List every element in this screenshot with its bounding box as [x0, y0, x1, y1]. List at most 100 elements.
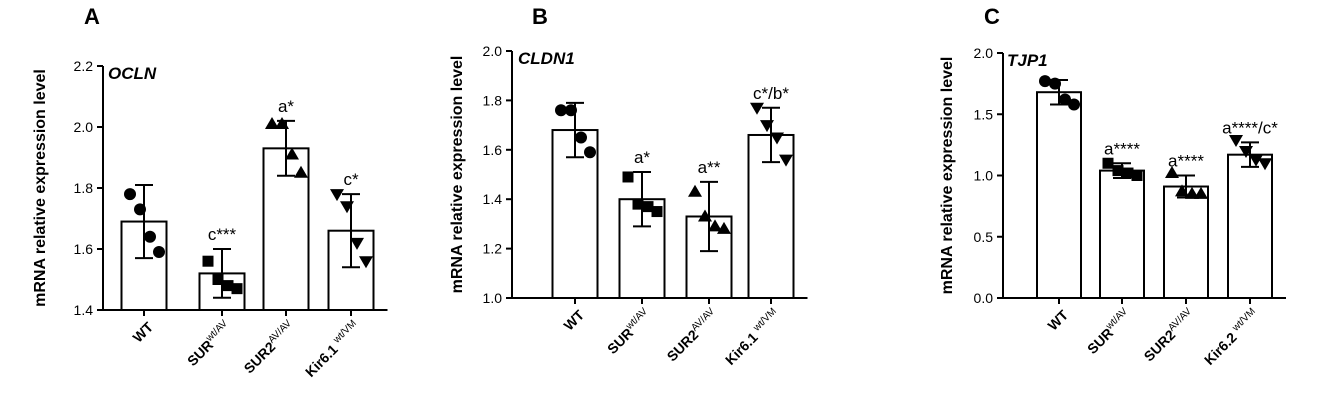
x-tick-label: SURwt/AV	[603, 306, 654, 357]
panel-letter: C	[984, 4, 1000, 29]
data-point	[231, 283, 243, 295]
significance-label: a**	[698, 158, 721, 177]
data-point	[294, 165, 308, 178]
data-point	[1112, 165, 1124, 177]
x-tick-label: Kir6.2 wt/VM	[1200, 306, 1262, 368]
x-tick-label: SUR2AV/AV	[240, 318, 298, 376]
data-point	[359, 256, 373, 269]
y-tick-label: 2.2	[74, 58, 94, 74]
y-tick-label: 1.6	[74, 241, 94, 257]
bar	[1036, 91, 1082, 299]
data-point	[1039, 75, 1051, 88]
y-axis-label: mRNA relative expression level	[939, 57, 956, 295]
significance-label: a*	[634, 148, 650, 167]
data-point	[1229, 134, 1243, 147]
data-point	[584, 146, 596, 159]
data-point	[750, 102, 764, 115]
data-point	[1131, 170, 1143, 181]
significance-label: a*	[278, 97, 294, 116]
data-point	[555, 104, 567, 117]
data-point	[1102, 157, 1114, 169]
panel-letter: B	[532, 4, 548, 29]
x-tick-label: WT	[560, 306, 587, 333]
gene-title: TJP1	[1007, 51, 1048, 70]
y-tick-label: 1.5	[974, 106, 994, 122]
y-tick-label: 2.0	[974, 45, 994, 61]
panel-cldn1: B CLDN1 mRNA relative expression level 1.0 1…	[449, 4, 808, 368]
data-point	[275, 116, 289, 129]
significance-label: a****	[1104, 139, 1140, 158]
data-point	[651, 206, 663, 218]
data-point	[1258, 158, 1272, 171]
x-tick-label: SUR2AV/AV	[1140, 306, 1198, 364]
data-point	[134, 203, 146, 216]
significance-label: a****/c*	[1222, 118, 1278, 137]
data-point	[1049, 77, 1061, 90]
data-point	[1175, 184, 1189, 197]
significance-label: a****	[1168, 152, 1204, 171]
data-point	[265, 116, 279, 129]
gene-title: OCLN	[108, 64, 157, 83]
y-tick-label: 1.2	[483, 241, 503, 257]
bar	[1099, 169, 1145, 300]
data-point	[285, 147, 299, 160]
y-tick-label: 1.8	[74, 180, 94, 196]
data-point	[565, 104, 577, 117]
data-point	[1194, 186, 1208, 199]
y-tick-label: 2.0	[483, 43, 503, 59]
data-point	[698, 209, 712, 222]
significance-label: c***	[208, 225, 237, 244]
data-point	[1059, 93, 1071, 106]
bar	[1227, 153, 1273, 299]
y-tick-label: 2.0	[74, 119, 94, 135]
data-point	[340, 201, 354, 214]
data-point	[212, 274, 224, 285]
data-point	[1249, 154, 1263, 167]
gene-title: CLDN1	[518, 49, 575, 68]
x-tick-label: WT	[129, 318, 156, 345]
x-tick-label: Kir6.1 wt/VM	[721, 306, 783, 368]
y-tick-label: 1.6	[483, 142, 503, 158]
data-point	[222, 280, 234, 292]
data-point	[632, 198, 644, 210]
y-tick-label: 1.4	[74, 302, 94, 318]
x-tick-label: WT	[1044, 306, 1071, 333]
data-point	[1185, 186, 1199, 199]
y-tick-label: 1.0	[483, 290, 503, 306]
y-tick-label: 1.0	[974, 168, 994, 184]
x-tick-label: SURwt/AV	[183, 318, 234, 369]
data-point	[330, 189, 344, 202]
data-point	[760, 120, 774, 133]
significance-label: c*	[343, 170, 359, 189]
y-tick-label: 0.0	[974, 290, 994, 306]
y-tick-label: 0.5	[974, 229, 994, 245]
data-point	[202, 255, 214, 267]
data-point	[622, 171, 634, 183]
data-point	[1165, 166, 1179, 179]
y-tick-label: 1.8	[483, 92, 503, 108]
data-point	[770, 132, 784, 145]
data-point	[717, 221, 731, 234]
data-point	[688, 184, 702, 197]
data-point	[642, 201, 654, 213]
y-tick-label: 1.4	[483, 191, 503, 207]
bar	[327, 229, 375, 311]
data-point	[1122, 167, 1134, 179]
panel-ocln: A OCLN mRNA relative expression level 1.4 1.…	[32, 4, 388, 380]
y-axis-label: mRNA relative expression level	[32, 69, 49, 307]
data-point	[144, 230, 156, 243]
data-point	[153, 246, 165, 259]
x-tick-label: SUR2AV/AV	[663, 306, 721, 364]
data-point	[779, 154, 793, 167]
data-point	[124, 188, 136, 201]
data-point	[575, 131, 587, 144]
x-tick-label: Kir6.1 wt/VM	[301, 318, 363, 380]
bar	[1163, 185, 1209, 299]
y-axis-label: mRNA relative expression level	[449, 56, 466, 294]
panel-tjp1: C TJP1 mRNA relative expression level 0.0 0.…	[939, 4, 1286, 368]
panel-letter: A	[84, 4, 100, 29]
data-point	[1068, 98, 1080, 111]
data-point	[708, 219, 722, 232]
data-point	[350, 237, 364, 250]
